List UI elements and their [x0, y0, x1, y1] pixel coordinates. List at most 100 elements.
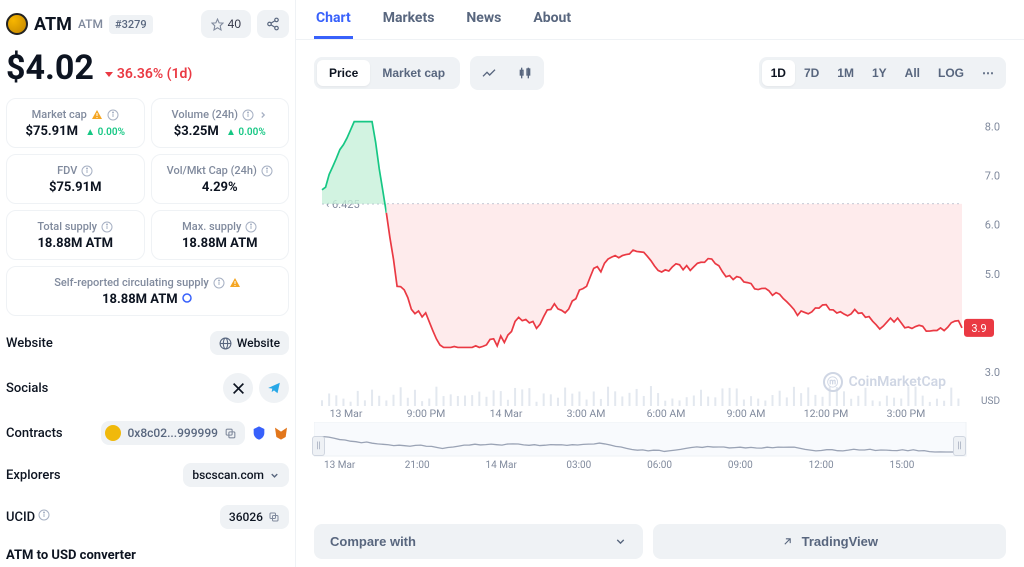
stat-label: Max. supply: [182, 220, 241, 233]
svg-text:9:00 PM: 9:00 PM: [407, 407, 446, 420]
sidebar: ATM ATM #3279 40 $4.02 36.36% (1d): [0, 0, 296, 567]
ucid-chip[interactable]: 36026: [220, 505, 289, 529]
stat-label: FDV: [57, 164, 77, 177]
coin-logo: [6, 13, 28, 35]
stat-volume-24h[interactable]: Volume (24h) $3.25M ▲ 0.00%: [151, 98, 290, 148]
tab-chart[interactable]: Chart: [314, 0, 353, 39]
row-socials: Socials: [6, 364, 289, 412]
tradingview-button[interactable]: TradingView: [653, 524, 1006, 559]
globe-icon: [219, 337, 232, 350]
info-icon: [107, 109, 119, 121]
watermark-icon: ⓜ: [823, 372, 843, 392]
stat-value: 4.29%: [158, 180, 283, 195]
compare-label: Compare with: [330, 534, 416, 549]
svg-text:6:00 AM: 6:00 AM: [647, 407, 686, 420]
candlestick-button[interactable]: [509, 59, 541, 87]
price-row: $4.02 36.36% (1d): [6, 44, 289, 98]
twitter-x-button[interactable]: [223, 373, 253, 403]
svg-text:03:00: 03:00: [566, 460, 591, 470]
star-icon: [211, 18, 224, 31]
contract-chip[interactable]: 0x8c02...999999: [101, 421, 245, 445]
svg-text:09:00: 09:00: [728, 460, 753, 470]
stat-label: Total supply: [37, 220, 97, 233]
price-value: $4.02: [6, 48, 94, 88]
price-mcap-segment: Price Market cap: [314, 57, 460, 89]
range-more[interactable]: ⋯: [973, 60, 1003, 86]
chart-tools: [470, 56, 544, 90]
main: Chart Markets News About Price Market ca…: [296, 0, 1024, 567]
stat-label: Market cap: [32, 108, 87, 121]
linechart-icon: [481, 65, 497, 81]
tab-markets[interactable]: Markets: [381, 0, 437, 39]
stat-label: Vol/Mkt Cap (24h): [167, 164, 257, 177]
row-ucid: UCID 36026: [6, 496, 289, 538]
stat-value: 18.88M ATM: [13, 236, 138, 251]
watermark-text: CoinMarketCap: [849, 374, 946, 390]
range-log[interactable]: LOG: [929, 60, 973, 86]
caret-down-icon: [104, 69, 114, 79]
stat-pct: ▲ 0.00%: [85, 127, 125, 138]
external-icon: [781, 535, 794, 548]
stat-value: $75.91M: [13, 180, 138, 195]
candlestick-icon: [517, 65, 533, 81]
link-label: UCID: [6, 509, 50, 525]
shield-icon[interactable]: [251, 425, 267, 441]
stat-pct: ▲ 0.00%: [226, 127, 266, 138]
share-icon: [266, 17, 280, 31]
svg-text:21:00: 21:00: [405, 460, 430, 470]
link-label: Website: [6, 336, 53, 351]
range-1m[interactable]: 1M: [828, 60, 863, 86]
range-all[interactable]: All: [896, 60, 929, 86]
brush-handle-right[interactable]: ||: [953, 436, 966, 456]
info-icon: [261, 165, 273, 177]
coin-name: ATM: [34, 14, 72, 35]
svg-text:6.0: 6.0: [985, 219, 1000, 232]
watchlist-count: 40: [228, 17, 241, 31]
chip-text: Website: [237, 336, 280, 350]
price-chart[interactable]: ‹ 6.4258.07.06.05.03.03.9USD13 Mar9:00 P…: [314, 98, 1006, 420]
svg-text:14 Mar: 14 Mar: [486, 460, 518, 470]
svg-text:13 Mar: 13 Mar: [330, 407, 363, 420]
info-icon: [38, 509, 50, 521]
seg-marketcap[interactable]: Market cap: [370, 60, 457, 86]
tab-news[interactable]: News: [464, 0, 503, 39]
linechart-button[interactable]: [473, 59, 505, 87]
svg-text:3:00 AM: 3:00 AM: [567, 407, 606, 420]
explorer-chip[interactable]: bscscan.com: [183, 463, 289, 487]
seg-price[interactable]: Price: [317, 60, 370, 86]
share-button[interactable]: [257, 10, 289, 38]
coin-rank-badge: #3279: [109, 15, 153, 34]
svg-text:3.0: 3.0: [985, 366, 1000, 379]
compare-button[interactable]: Compare with: [314, 524, 643, 559]
stat-fdv[interactable]: FDV $75.91M: [6, 154, 145, 204]
metamask-icon[interactable]: [273, 425, 289, 441]
stat-self-reported[interactable]: Self-reported circulating supply 18.88M …: [6, 266, 289, 316]
brush-handle-left[interactable]: ||: [312, 436, 325, 456]
chip-text: 36026: [229, 510, 263, 524]
telegram-button[interactable]: [259, 373, 289, 403]
copy-icon[interactable]: [224, 427, 237, 440]
tab-about[interactable]: About: [531, 0, 573, 39]
stat-max-supply[interactable]: Max. supply 18.88M ATM: [151, 210, 290, 260]
coin-symbol: ATM: [78, 17, 103, 31]
stat-vol-mktcap[interactable]: Vol/Mkt Cap (24h) 4.29%: [151, 154, 290, 204]
warning-icon: [229, 277, 241, 289]
range-1y[interactable]: 1Y: [863, 60, 896, 86]
tradingview-label: TradingView: [802, 534, 878, 549]
stat-value: $75.91M: [26, 124, 78, 139]
stat-market-cap[interactable]: Market cap $75.91M ▲ 0.00%: [6, 98, 145, 148]
verified-ring-icon: [181, 292, 193, 304]
svg-text:USD: USD: [981, 396, 1000, 407]
info-icon: [81, 165, 93, 177]
mini-chart-svg: 13 Mar21:0014 Mar03:0006:0009:0012:0015:…: [314, 422, 1006, 470]
stat-total-supply[interactable]: Total supply 18.88M ATM: [6, 210, 145, 260]
watchlist-button[interactable]: 40: [201, 10, 251, 38]
website-chip[interactable]: Website: [210, 331, 289, 355]
range-1d[interactable]: 1D: [762, 60, 795, 86]
contract-addr: 0x8c02...999999: [127, 426, 218, 440]
chart-footer: Compare with TradingView: [296, 514, 1024, 567]
svg-text:15:00: 15:00: [889, 460, 914, 470]
brush-chart[interactable]: || 13 Mar21:0014 Mar03:0006:0009:0012:00…: [314, 422, 1006, 470]
info-icon: [213, 277, 225, 289]
range-7d[interactable]: 7D: [795, 60, 828, 86]
